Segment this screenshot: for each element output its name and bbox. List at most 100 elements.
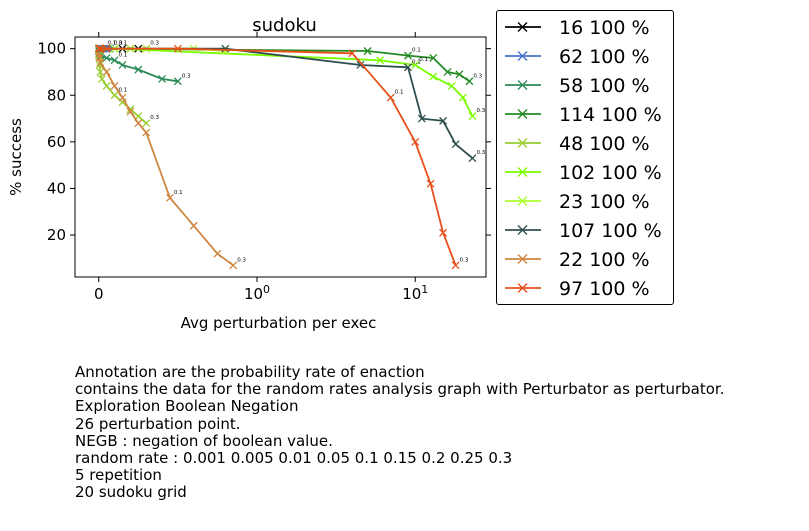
legend-swatch xyxy=(505,22,541,32)
annotation-label: 0.1 xyxy=(174,190,183,196)
data-point-marker xyxy=(458,93,467,102)
data-point-marker xyxy=(439,228,448,237)
data-point-marker xyxy=(102,81,111,90)
data-point-marker xyxy=(363,47,372,55)
legend-item: 23 100 % xyxy=(497,187,675,216)
legend-label: 58 100 % xyxy=(559,75,650,97)
annotation-label: 0.1 xyxy=(412,48,421,54)
legend-swatch xyxy=(505,138,541,148)
data-point-marker xyxy=(95,61,104,69)
data-point-marker xyxy=(97,74,106,83)
legend-swatch xyxy=(505,51,541,61)
data-point-marker xyxy=(356,61,365,69)
data-point-marker xyxy=(158,74,166,83)
caption-line: 26 perturbation point. xyxy=(75,414,241,433)
legend-swatch xyxy=(505,167,541,177)
data-point-marker xyxy=(126,107,135,116)
data-point-marker xyxy=(189,221,198,230)
annotation-label: 0.3 xyxy=(182,73,191,79)
data-point-marker xyxy=(451,140,460,149)
legend-label: 102 100 % xyxy=(559,162,662,184)
data-point-marker xyxy=(102,67,111,76)
legend-swatch xyxy=(505,196,541,206)
annotation-label: 0.1 xyxy=(107,41,116,47)
axes-frame xyxy=(74,36,487,278)
data-point-marker xyxy=(411,137,420,146)
caption: Annotation are the probability rate of e… xyxy=(75,363,725,502)
data-point-marker xyxy=(376,56,385,65)
data-point-marker xyxy=(468,154,477,163)
x-tick-label: 0 xyxy=(94,285,104,303)
legend-label: 114 100 % xyxy=(559,104,662,126)
annotation-label: 0.3 xyxy=(150,41,159,47)
annotation-label: 0.1 xyxy=(395,90,404,96)
legend-item: 22 100 % xyxy=(497,245,675,274)
caption-line: NEGB : negation of boolean value. xyxy=(75,431,333,450)
data-point-marker xyxy=(213,249,222,258)
series-line xyxy=(98,55,147,124)
legend-label: 48 100 % xyxy=(559,133,650,155)
data-point-marker xyxy=(348,49,357,58)
caption-line: random rate : 0.001 0.005 0.01 0.05 0.1 … xyxy=(75,449,513,468)
caption-line: Annotation are the probability rate of e… xyxy=(75,363,425,381)
legend-swatch xyxy=(505,283,541,293)
data-point-marker xyxy=(229,261,238,270)
x-tick-label: 101 xyxy=(402,283,428,303)
y-tick-label: 20 xyxy=(47,226,66,244)
legend-item: 48 100 % xyxy=(497,129,675,158)
y-axis-label: % success xyxy=(7,118,25,196)
data-point-marker xyxy=(429,72,438,81)
annotation-label: 0.1 xyxy=(412,59,421,65)
data-point-marker xyxy=(426,179,435,188)
caption-line: 20 sudoku grid xyxy=(75,483,187,502)
chart-title: sudoku xyxy=(252,15,317,36)
annotation-label: 0.3 xyxy=(150,115,159,121)
y-tick-label: 80 xyxy=(47,86,66,104)
legend-label: 107 100 % xyxy=(559,220,662,242)
data-point-marker xyxy=(173,77,182,86)
legend-swatch xyxy=(505,80,541,90)
data-point-marker xyxy=(411,61,420,69)
data-point-marker xyxy=(404,63,412,72)
data-point-marker xyxy=(417,114,426,123)
data-point-marker xyxy=(439,116,448,125)
legend-item: 102 100 % xyxy=(497,158,675,187)
data-point-marker xyxy=(465,77,474,86)
data-point-marker xyxy=(96,67,105,76)
data-point-marker xyxy=(451,261,460,270)
data-point-marker xyxy=(142,128,151,137)
data-point-marker xyxy=(96,44,105,53)
legend-label: 16 100 % xyxy=(559,17,650,39)
data-point-marker xyxy=(142,119,151,128)
legend-label: 23 100 % xyxy=(559,191,650,213)
legend-item: 16 100 % xyxy=(497,13,675,42)
data-point-marker xyxy=(118,61,127,69)
data-point-marker xyxy=(110,91,119,100)
legend-item: 114 100 % xyxy=(497,100,675,129)
annotation-label: 0.1 xyxy=(119,52,128,58)
annotation-label: 0.3 xyxy=(473,73,482,79)
legend-swatch xyxy=(505,254,541,264)
annotation-label: 0.1 xyxy=(119,41,128,47)
data-point-marker xyxy=(455,70,464,79)
data-point-marker xyxy=(110,81,119,90)
y-tick-label: 60 xyxy=(47,133,66,151)
legend-label: 97 100 % xyxy=(559,278,650,300)
data-point-marker xyxy=(221,44,230,53)
annotation-label: 0.3 xyxy=(460,257,469,263)
data-point-marker xyxy=(118,93,127,102)
x-tick-label: 100 xyxy=(244,283,270,303)
x-axis-label: Avg perturbation per exec xyxy=(181,314,377,332)
data-point-marker xyxy=(102,54,111,62)
data-point-marker xyxy=(468,112,477,121)
annotation-label: 0.3 xyxy=(476,108,485,114)
data-point-marker xyxy=(404,51,412,60)
data-point-marker xyxy=(134,119,143,128)
legend-label: 62 100 % xyxy=(559,46,650,68)
data-point-marker xyxy=(96,58,105,67)
annotation-label: 0.1 xyxy=(419,57,428,63)
data-point-marker xyxy=(386,93,395,102)
caption-line: contains the data for the random rates a… xyxy=(75,380,725,399)
data-point-marker xyxy=(443,67,452,76)
